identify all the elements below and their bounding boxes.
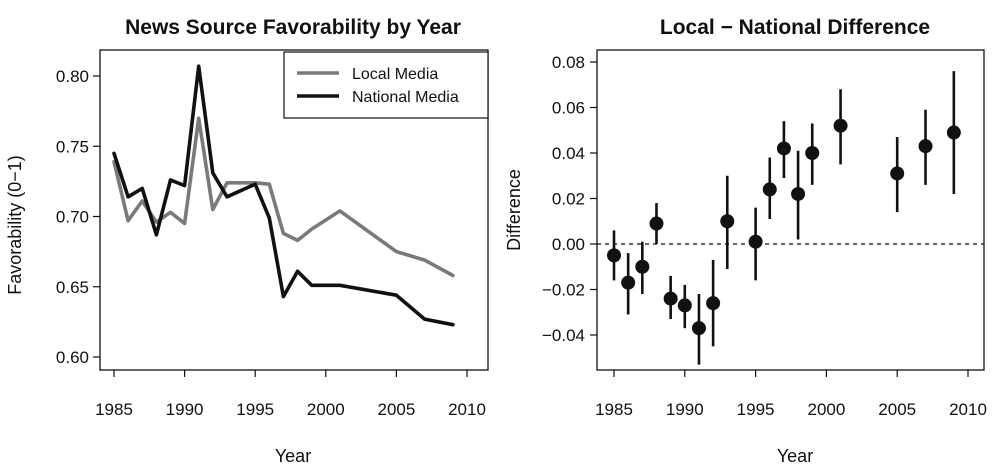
left-legend: Local Media National Media: [283, 51, 489, 119]
right-chart-title: Local − National Difference: [660, 16, 930, 39]
data-point: [762, 182, 777, 197]
data-point: [677, 298, 692, 313]
legend-label-national-media: National Media: [352, 89, 459, 106]
right-data-points: [607, 71, 961, 365]
right-plot-frame: [596, 49, 985, 371]
right-x-tick-label: 2000: [807, 400, 845, 419]
left-y-axis-label: Favorability (0−1): [5, 155, 25, 295]
data-point: [706, 296, 721, 311]
data-point: [748, 234, 763, 249]
data-point: [946, 125, 961, 140]
right-y-axis: −0.04 −0.02 0.00 0.02 0.04 0.06 0.08: [542, 53, 597, 345]
series-line-national-media: [112, 64, 455, 327]
left-x-tick-label: 2010: [448, 400, 486, 419]
right-x-tick-label: 2005: [878, 400, 916, 419]
left-x-tick-label: 1985: [95, 400, 133, 419]
legend-label-local-media: Local Media: [352, 66, 438, 83]
right-x-tick-label: 1985: [595, 400, 633, 419]
left-y-tick-label: 0.75: [56, 137, 89, 156]
data-point: [649, 216, 664, 231]
right-y-tick-label: 0.02: [552, 190, 585, 209]
left-y-axis: 0.60 0.65 0.70 0.75 0.80: [56, 67, 100, 367]
left-panel: News Source Favorability by Year 0.600.6…: [5, 16, 489, 466]
left-x-tick-label: 1995: [236, 400, 274, 419]
right-y-tick-label: −0.02: [542, 281, 585, 300]
left-y-tick-label: 0.80: [56, 67, 89, 86]
left-y-tick-label: 0.70: [56, 208, 89, 227]
data-point: [621, 275, 636, 290]
left-y-tick-label: 0.65: [56, 278, 89, 297]
data-point: [720, 214, 735, 229]
left-x-axis: 1985 1990 1995 2000 2005 2010: [95, 370, 486, 419]
right-x-axis-label: Year: [777, 446, 813, 466]
data-point: [607, 248, 621, 263]
right-y-tick-label: 0.08: [552, 53, 585, 72]
data-point: [805, 146, 820, 160]
right-x-axis: 1985 1990 1995 2000 2005 2010: [595, 370, 987, 419]
left-x-axis-label: Year: [275, 446, 311, 466]
right-y-tick-label: 0.04: [552, 144, 585, 163]
data-point: [791, 186, 806, 201]
right-x-tick-label: 2010: [949, 400, 987, 419]
left-x-tick-label: 2005: [377, 400, 415, 419]
right-y-tick-label: 0.00: [552, 235, 585, 254]
right-x-tick-label: 1995: [737, 400, 775, 419]
legend-box: [283, 51, 489, 119]
left-x-tick-label: 1990: [166, 400, 204, 419]
right-y-axis-label: Difference: [504, 169, 524, 251]
right-x-tick-label: 1990: [666, 400, 704, 419]
series-line-local-media: [112, 116, 455, 278]
right-y-tick-label: −0.04: [542, 326, 585, 345]
left-x-tick-label: 2000: [307, 400, 345, 419]
right-y-tick-label: 0.06: [552, 99, 585, 118]
left-plot-frame: [99, 49, 489, 371]
data-point: [833, 118, 848, 133]
right-panel: Local − National Difference −0.04 −0.02 0.…: [504, 16, 987, 466]
data-point: [918, 139, 933, 154]
left-chart-title: News Source Favorability by Year: [125, 16, 461, 39]
left-y-tick-label: 0.60: [56, 348, 89, 367]
data-point: [776, 141, 791, 156]
data-point: [663, 291, 678, 306]
data-point: [635, 259, 650, 274]
left-series-lines: [112, 64, 455, 327]
data-point: [890, 166, 905, 181]
data-point: [691, 321, 706, 336]
